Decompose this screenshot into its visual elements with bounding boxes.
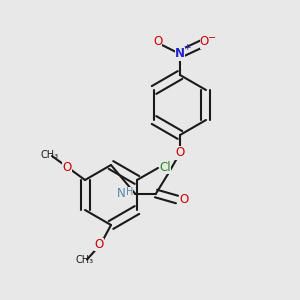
Text: O: O	[200, 35, 209, 49]
Text: +: +	[183, 43, 190, 52]
Text: O: O	[176, 146, 184, 160]
Text: Cl: Cl	[160, 160, 171, 174]
Text: O: O	[94, 238, 103, 251]
Text: O: O	[180, 193, 189, 206]
Text: CH₃: CH₃	[40, 150, 59, 160]
Text: N: N	[117, 187, 126, 200]
Text: O: O	[153, 35, 162, 49]
Text: CH₃: CH₃	[76, 255, 94, 266]
Text: O: O	[62, 160, 72, 174]
Text: −: −	[208, 33, 216, 43]
Text: N: N	[175, 47, 185, 61]
Text: H: H	[126, 187, 133, 197]
